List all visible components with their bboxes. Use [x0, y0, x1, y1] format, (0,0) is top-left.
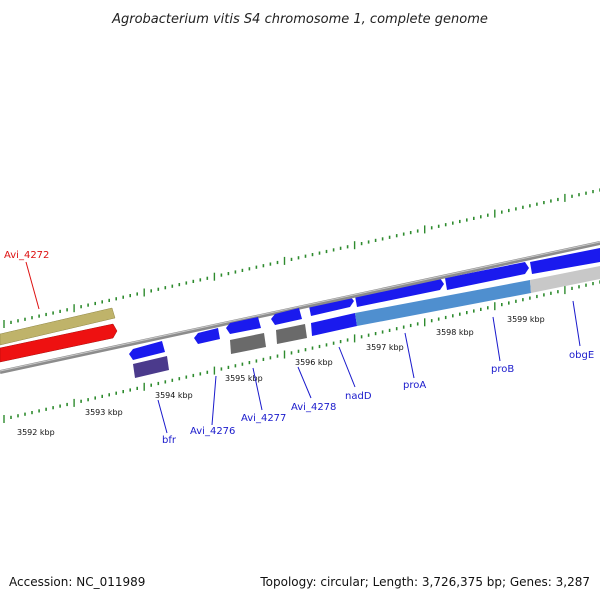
tick-label: 3592 kbp	[17, 428, 55, 437]
tick-label: 3598 kbp	[436, 328, 474, 337]
gene-labels: Avi_4272 bfr Avi_4276 Avi_4277 Avi_4278 …	[4, 250, 594, 446]
genome-summary-text: Topology: circular; Length: 3,726,375 bp…	[259, 575, 590, 589]
gene-label-bfr[interactable]: bfr	[162, 435, 177, 446]
leader-avi-4277	[252, 367, 263, 411]
cds-obgE-fwd[interactable]	[530, 248, 600, 274]
cds-nadD-fwd[interactable]	[309, 296, 354, 316]
leader-bfr	[157, 399, 168, 434]
leader-avi-4276	[211, 375, 217, 426]
cds-proB-fwd[interactable]	[445, 262, 529, 290]
leader-proA	[404, 332, 415, 379]
cds-avi-4278[interactable]	[271, 308, 302, 325]
genome-backbone-highlight	[0, 241, 600, 372]
gene-label-nadD[interactable]: nadD	[345, 391, 372, 402]
gene-label-avi-4278[interactable]: Avi_4278	[291, 402, 336, 413]
cds-bfr[interactable]	[129, 341, 165, 360]
inner-scale-ticks	[3, 280, 600, 423]
genome-backbone	[0, 241, 600, 374]
label-leaders	[25, 261, 581, 434]
cds-avi-4277[interactable]	[226, 317, 261, 334]
accession-text: Accession: NC_011989	[9, 575, 145, 589]
map-title: Agrobacterium vitis S4 chromosome 1, com…	[111, 12, 488, 27]
gene-label-avi-4277[interactable]: Avi_4277	[241, 413, 286, 424]
leader-avi-4278	[297, 366, 312, 399]
forward-features	[0, 248, 600, 346]
gene-label-proB[interactable]: proB	[491, 364, 514, 375]
cds-avi-4278-rev[interactable]	[276, 324, 307, 344]
gene-label-avi-4276[interactable]: Avi_4276	[190, 426, 235, 437]
leader-obgE	[572, 300, 581, 347]
leader-nadD	[338, 346, 356, 388]
tick-label: 3595 kbp	[225, 374, 263, 383]
gene-obgE-rev[interactable]	[530, 266, 600, 293]
tick-label: 3593 kbp	[85, 408, 123, 417]
tick-label: 3599 kbp	[507, 315, 545, 324]
gene-label-obgE[interactable]: obgE	[569, 350, 594, 361]
cds-bfr-rev[interactable]	[133, 356, 169, 378]
gene-label-proA[interactable]: proA	[403, 380, 426, 391]
leader-avi-4272	[25, 261, 40, 310]
cds-avi-4276[interactable]	[194, 328, 220, 344]
leader-proB	[492, 316, 501, 362]
gene-proA-rev[interactable]	[355, 280, 531, 326]
gene-label-avi-4272[interactable]: Avi_4272	[4, 250, 49, 261]
cds-proA-fwd[interactable]	[355, 278, 444, 307]
cds-avi-4277-rev[interactable]	[230, 333, 266, 354]
tick-label: 3597 kbp	[366, 343, 404, 352]
reverse-features	[0, 266, 600, 378]
tick-label: 3596 kbp	[295, 358, 333, 367]
cds-nadD-rev[interactable]	[311, 313, 357, 336]
outer-scale-ticks	[3, 188, 600, 328]
gene-avi-4272-khaki[interactable]	[0, 307, 116, 346]
gene-avi-4272-red[interactable]	[0, 323, 118, 363]
tick-label: 3594 kbp	[155, 391, 193, 400]
tick-labels: 3592 kbp 3593 kbp 3594 kbp 3595 kbp 3596…	[17, 315, 545, 437]
